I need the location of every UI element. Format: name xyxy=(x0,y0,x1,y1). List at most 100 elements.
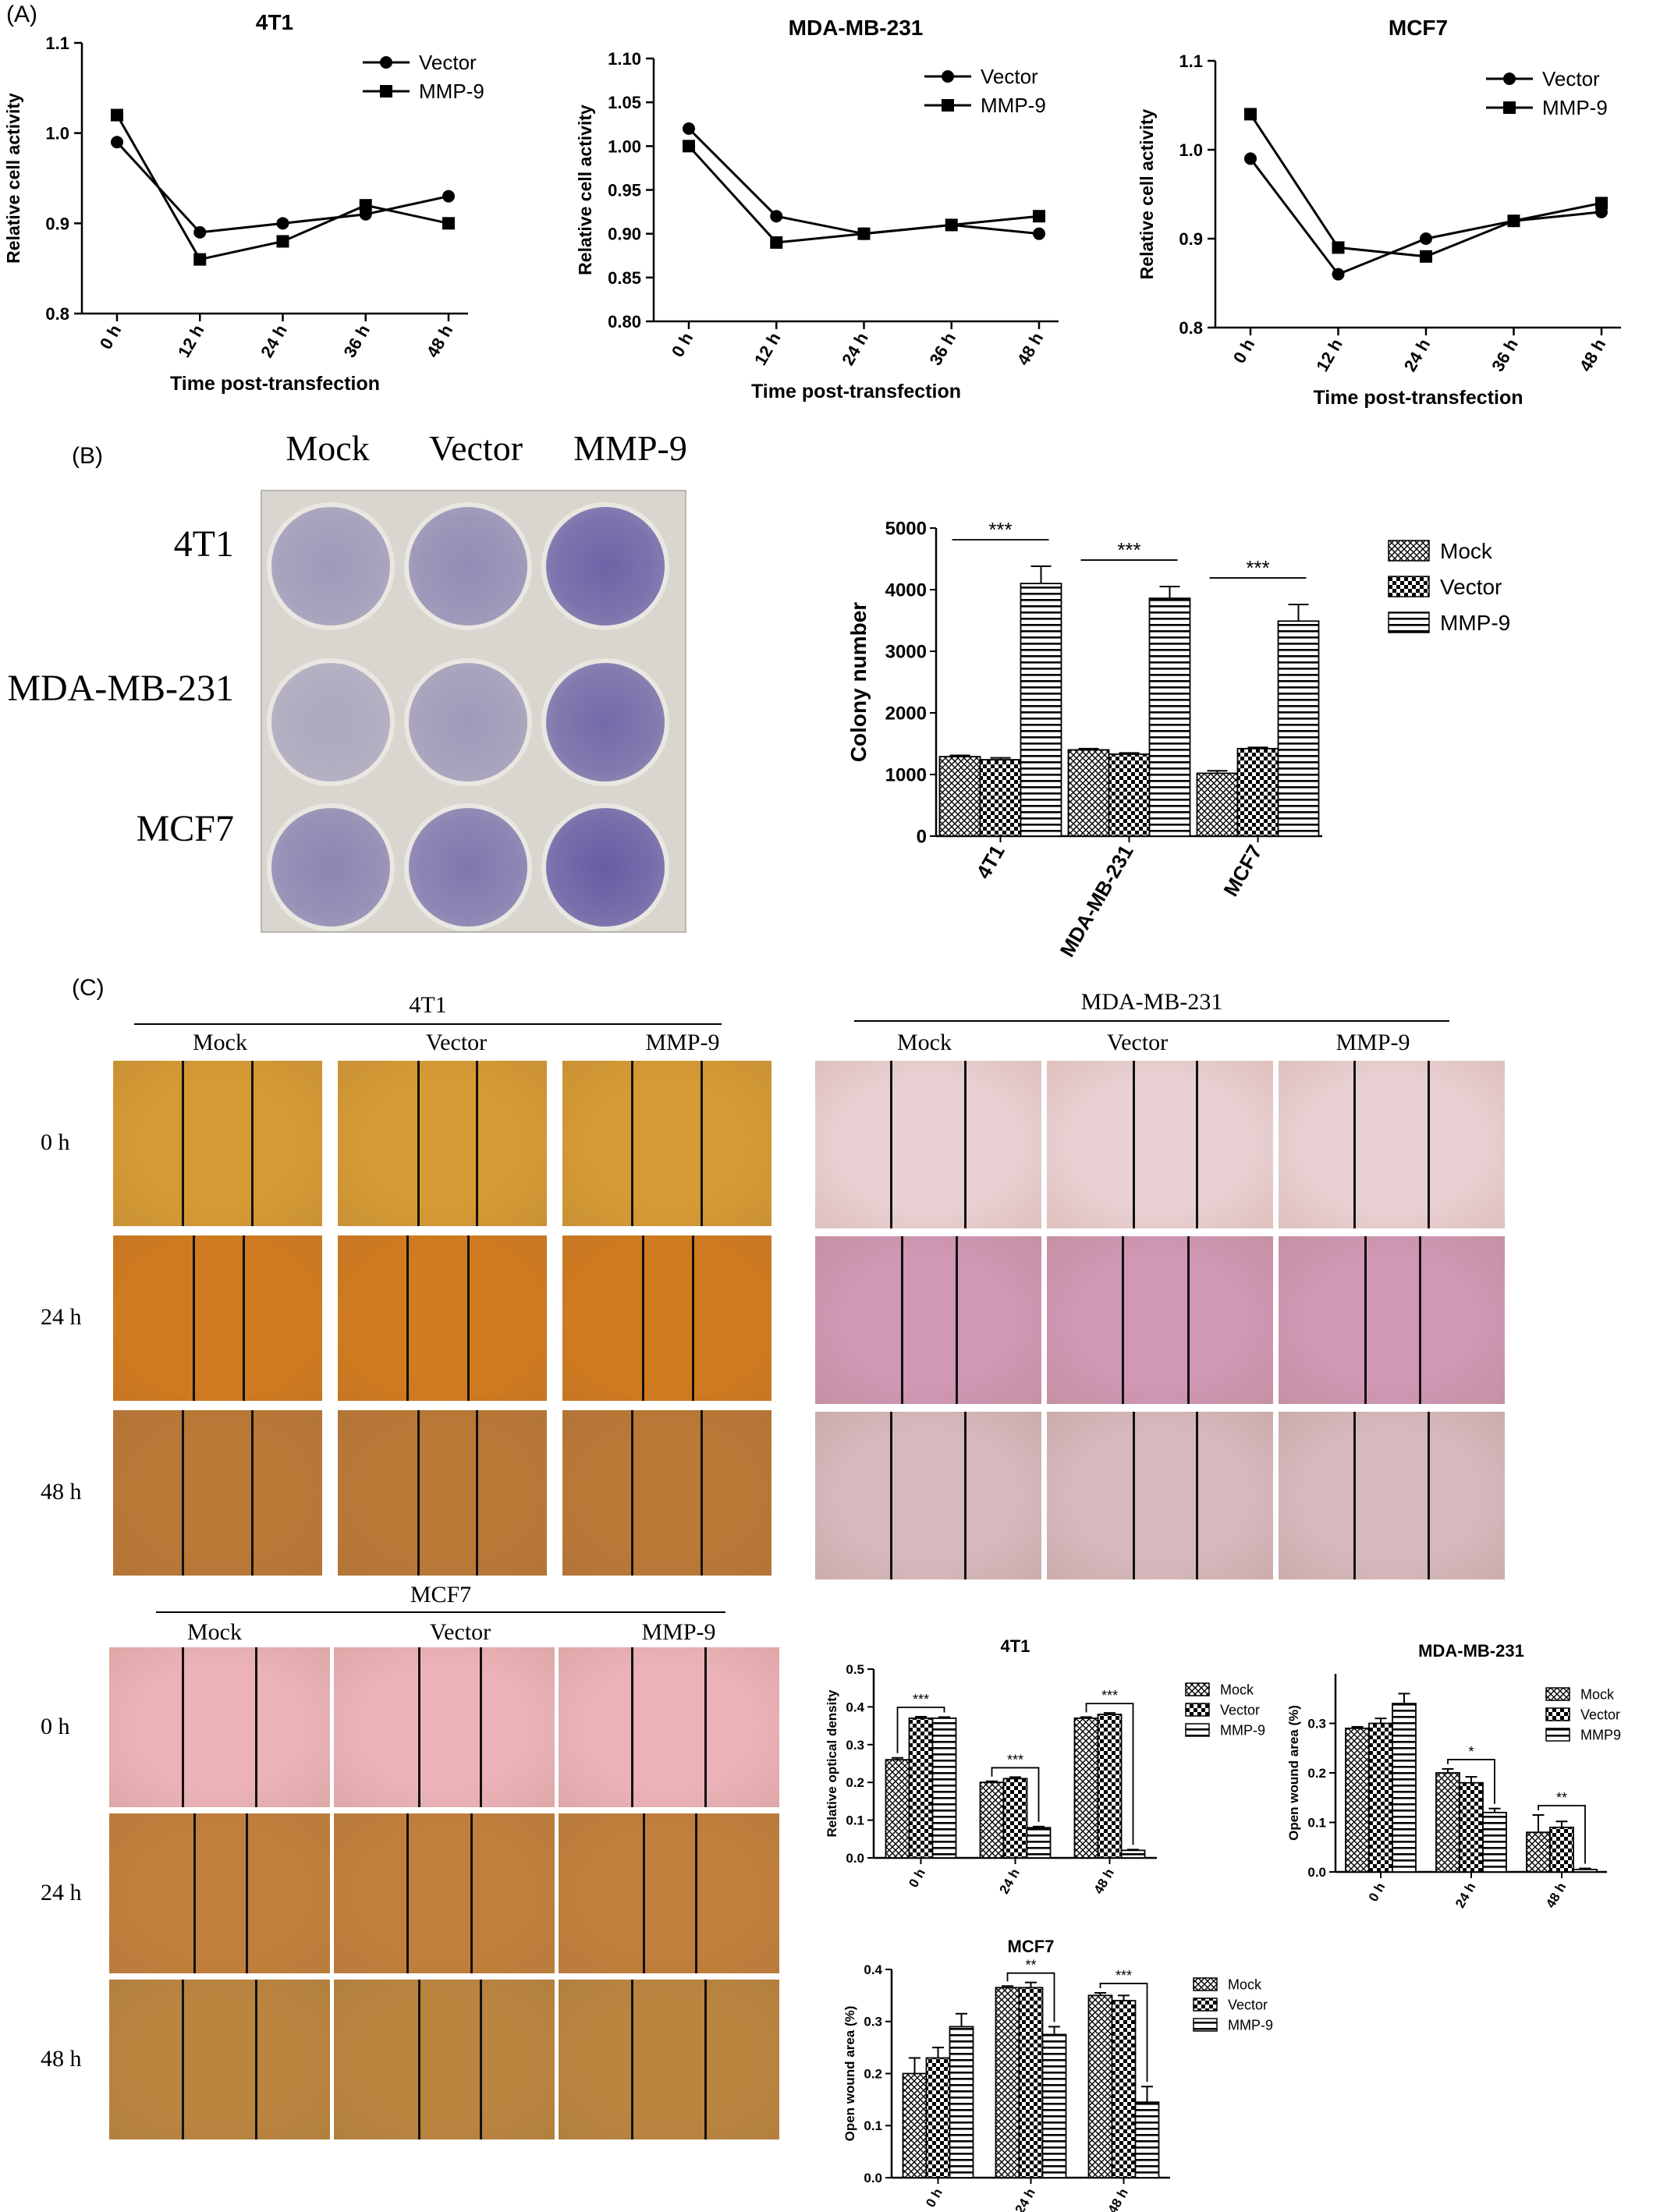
bar-chart-colony-number: 0 1000 2000 3000 4000 5000 4T1 MDA-MB-231 MCF7 **… xyxy=(846,518,1510,961)
data-point-Vector xyxy=(1332,268,1345,281)
culture-well xyxy=(404,502,532,630)
micrograph-col-label-Vector: Vector xyxy=(1106,1030,1169,1055)
x-tick-label: 48 h xyxy=(1105,2186,1130,2212)
data-point-MMP-9 xyxy=(1420,250,1432,263)
bar-MMP-9 xyxy=(1020,583,1062,837)
culture-well xyxy=(404,658,532,786)
micrograph-tile xyxy=(109,1980,330,2139)
x-tick-label: 0 h xyxy=(96,321,126,353)
legend-label: Vector xyxy=(1228,1997,1268,2012)
legend-label: MMP-9 xyxy=(1228,2017,1273,2033)
micrograph-tile xyxy=(815,1412,1041,1579)
bar-Vector xyxy=(1097,1714,1123,1859)
y-tick-label: 0.90 xyxy=(608,225,641,244)
legend-swatch xyxy=(1185,1682,1210,1696)
scratch-boundary-line xyxy=(193,1813,196,1973)
scratch-boundary-line xyxy=(255,1980,257,2139)
y-tick-label: 0.95 xyxy=(608,181,641,200)
micrograph-group-title: 4T1 xyxy=(409,992,447,1018)
micrograph-tile xyxy=(1047,1412,1273,1579)
y-tick-label: 0.0 xyxy=(846,1851,864,1866)
scratch-boundary-line xyxy=(631,1061,633,1226)
micrograph-tile xyxy=(562,1061,771,1226)
line-chart-MDA-MB-231: MDA-MB-231 0.80 0.85 0.90 0.95 1.00 1.05 1.10 0 … xyxy=(575,16,1059,402)
scratch-boundary-line xyxy=(704,1647,707,1807)
x-tick-label: 36 h xyxy=(1488,335,1522,375)
scratch-boundary-line xyxy=(246,1813,248,1973)
bar-chart-4t1-optical-density: 4T1 0.0 0.1 0.2 0.3 0.4 0.5 0 h 24 h 48 h *** *** **… xyxy=(825,1636,1265,1896)
significance-label: *** xyxy=(913,1692,929,1707)
data-point-MMP-9 xyxy=(276,235,289,248)
x-tick-label: 48 h xyxy=(1013,329,1048,369)
y-tick-label: 1.05 xyxy=(608,93,641,112)
y-tick-label: 0.1 xyxy=(864,2118,882,2133)
scratch-boundary-line xyxy=(251,1410,254,1576)
micrograph-col-label-MMP-9: MMP-9 xyxy=(641,1619,716,1645)
x-tick-label: MDA-MB-231 xyxy=(1055,841,1138,961)
scratch-boundary-line xyxy=(476,1061,478,1226)
micrograph-col-label-MMP-9: MMP-9 xyxy=(1335,1030,1410,1055)
group-divider-line xyxy=(156,1611,725,1613)
x-axis-label: Time post-transfection xyxy=(170,373,380,395)
data-point-Vector xyxy=(1033,227,1045,240)
data-point-MMP-9 xyxy=(770,236,783,249)
scratch-boundary-line xyxy=(406,1813,409,1973)
y-tick-label: 4000 xyxy=(885,580,927,601)
scratch-boundary-line xyxy=(1353,1412,1356,1579)
y-tick-label: 0.2 xyxy=(846,1775,864,1790)
chart-title: MDA-MB-231 xyxy=(1418,1641,1524,1661)
y-tick-label: 0.2 xyxy=(864,2066,882,2081)
bar-Vector xyxy=(1111,2000,1137,2178)
x-tick-label: 24 h xyxy=(1452,1881,1478,1911)
significance-label: *** xyxy=(1117,538,1140,562)
x-tick-label: 0 h xyxy=(923,2186,945,2210)
scratch-boundary-line xyxy=(704,1980,707,2139)
micrograph-tile xyxy=(815,1236,1041,1404)
data-point-Vector xyxy=(111,136,123,149)
bar-Vector xyxy=(1108,753,1151,837)
significance-label: *** xyxy=(988,518,1012,541)
y-tick-label: 1.1 xyxy=(1179,51,1203,71)
line-chart-MCF7: MCF7 0.8 0.9 1.0 1.1 0 h 12 h 24 h 36 h 48 h Time … xyxy=(1137,16,1621,409)
scratch-boundary-line xyxy=(1122,1236,1124,1404)
y-axis-label: Relative cell activity xyxy=(1137,108,1157,279)
significance-label: *** xyxy=(1116,1968,1132,1983)
y-tick-label: 0.0 xyxy=(1307,1865,1326,1880)
y-axis-label: Open wound area (%) xyxy=(842,2006,857,2142)
scratch-boundary-line xyxy=(418,1647,420,1807)
y-tick-label: 0 xyxy=(917,826,927,847)
scratch-boundary-line xyxy=(890,1061,892,1228)
scratch-boundary-line xyxy=(1196,1061,1198,1228)
micrograph-tile xyxy=(334,1980,555,2139)
x-tick-label: 0 h xyxy=(668,329,697,360)
micrograph-tile xyxy=(815,1061,1041,1228)
y-tick-label: 1.0 xyxy=(1179,140,1203,160)
legend-swatch xyxy=(1193,2018,1218,2032)
bar-Mock xyxy=(1345,1727,1370,1873)
significance-bracket xyxy=(896,1707,945,1753)
group-divider-line xyxy=(134,1023,722,1025)
bar-Vector xyxy=(979,759,1022,837)
scratch-boundary-line xyxy=(1196,1412,1198,1579)
y-tick-label: 0.80 xyxy=(608,312,641,331)
bar-Mock xyxy=(995,1987,1020,2178)
scratch-boundary-line xyxy=(467,1235,470,1401)
legend-marker xyxy=(1503,73,1516,85)
micrograph-tile xyxy=(559,1813,779,1973)
culture-well xyxy=(267,502,395,630)
x-tick-label: 24 h xyxy=(838,329,872,369)
x-axis-label: Time post-transfection xyxy=(1313,387,1523,409)
culture-well xyxy=(541,502,669,630)
legend-swatch xyxy=(1388,611,1430,633)
y-tick-label: 0.8 xyxy=(1179,318,1203,338)
culture-well xyxy=(267,658,395,786)
bar-MMP-9 xyxy=(1148,597,1191,837)
scratch-boundary-line xyxy=(1353,1061,1356,1228)
legend-swatch xyxy=(1545,1687,1570,1701)
significance-label: ** xyxy=(1556,1790,1567,1806)
micrograph-tile xyxy=(109,1647,330,1807)
x-tick-label: 48 h xyxy=(1091,1866,1116,1897)
legend-label: Vector xyxy=(981,65,1038,88)
